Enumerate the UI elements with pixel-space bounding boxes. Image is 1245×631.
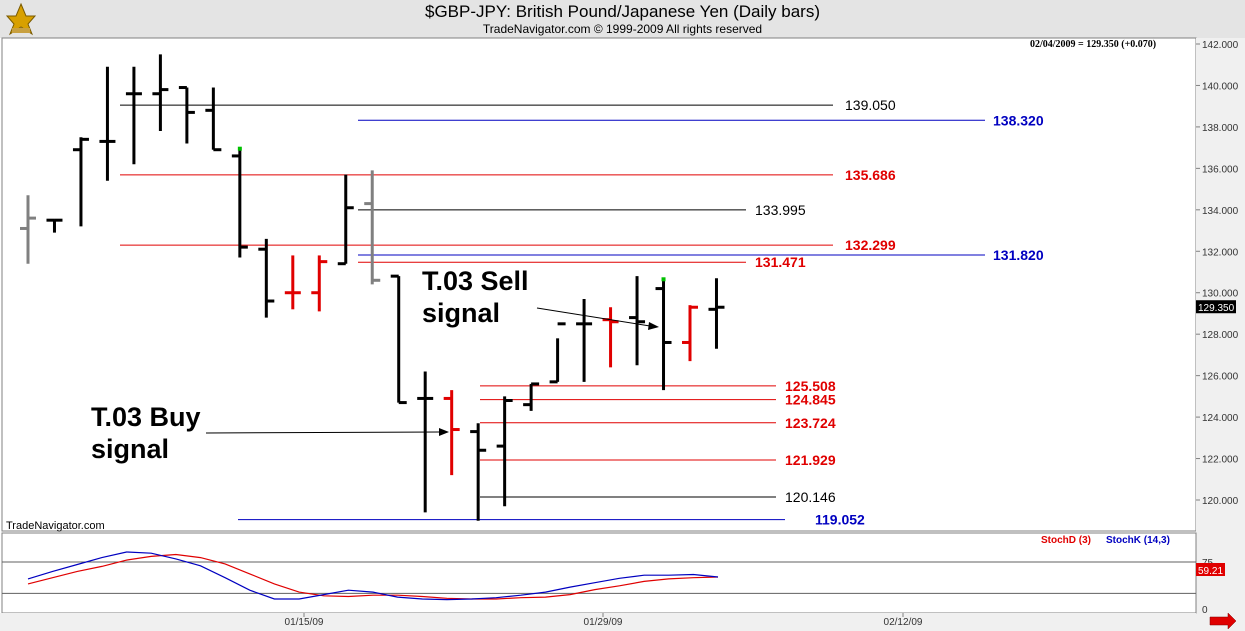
y-tick-label: 130.000 bbox=[1202, 289, 1239, 300]
buy-signal-label: T.03 Buy bbox=[91, 402, 201, 432]
stoch-panel bbox=[1, 532, 1197, 614]
y-tick-label: 128.000 bbox=[1202, 330, 1239, 341]
ohlc-bar bbox=[390, 274, 407, 405]
level-label: 138.320 bbox=[993, 112, 1044, 128]
ohlc-bar bbox=[470, 423, 487, 521]
y-tick-label: 124.000 bbox=[1202, 413, 1239, 424]
sell-arrow-head bbox=[648, 322, 659, 330]
last-price-text: 129.350 bbox=[1198, 303, 1235, 314]
ohlc-bar bbox=[231, 149, 248, 258]
y-tick-label: 132.000 bbox=[1202, 247, 1239, 258]
ohlc-bar bbox=[178, 86, 195, 144]
y-tick-label: 126.000 bbox=[1202, 372, 1239, 383]
ohlc-bar bbox=[20, 195, 36, 264]
sell-signal-label: T.03 Sell bbox=[422, 266, 529, 296]
stoch-value-badge bbox=[1196, 563, 1225, 576]
ohlc-bar bbox=[284, 255, 301, 310]
ohlc-bar bbox=[629, 276, 646, 366]
buy-signal-label: signal bbox=[91, 434, 169, 464]
ohlc-bar bbox=[682, 305, 698, 362]
title-bar: $GBP-JPY: British Pound/Japanese Yen (Da… bbox=[0, 0, 1245, 38]
level-label: 139.050 bbox=[845, 97, 896, 113]
x-tick-label: 01/29/09 bbox=[584, 617, 623, 628]
last-quote: 02/04/2009 = 129.350 (+0.070) bbox=[1030, 39, 1156, 50]
y-tick-label: 140.000 bbox=[1202, 81, 1239, 92]
x-tick-label: 01/15/09 bbox=[285, 617, 324, 628]
ohlc-bar bbox=[523, 382, 540, 411]
buy-arrow bbox=[205, 431, 441, 434]
y-tick-label: 120.000 bbox=[1202, 496, 1239, 507]
ohlc-bar bbox=[417, 371, 434, 513]
stoch-value-text: 59.21 bbox=[1198, 566, 1223, 577]
ohlc-bar bbox=[205, 87, 222, 152]
ohlc-bar bbox=[258, 238, 275, 318]
ohlc-bar bbox=[46, 218, 63, 233]
chart-title: $GBP-JPY: British Pound/Japanese Yen (Da… bbox=[425, 2, 820, 21]
y-tick-label: 122.000 bbox=[1202, 455, 1239, 466]
legend-stochd: StochD (3) bbox=[1041, 535, 1091, 546]
ohlc-bar bbox=[152, 54, 169, 132]
trade-navigator-logo bbox=[4, 2, 38, 36]
legend-stochk: StochK (14,3) bbox=[1106, 535, 1170, 546]
last-price-badge bbox=[1196, 300, 1236, 314]
level-label: 133.995 bbox=[755, 202, 806, 218]
level-label: 125.508 bbox=[785, 378, 836, 394]
stoch-series-line bbox=[27, 553, 719, 600]
scroll-right-arrow-icon[interactable] bbox=[1209, 612, 1237, 630]
ohlc-bar bbox=[496, 396, 513, 507]
stoch-y-label: 0 bbox=[1202, 605, 1208, 616]
ohlc-bar bbox=[549, 322, 566, 384]
sell-arrow bbox=[536, 307, 651, 327]
y-tick-label: 134.000 bbox=[1202, 206, 1239, 217]
ohlc-bar bbox=[443, 390, 460, 476]
level-label: 120.146 bbox=[785, 489, 836, 505]
sell-signal-label: signal bbox=[422, 298, 500, 328]
ohlc-bar bbox=[72, 137, 89, 227]
ohlc-bar bbox=[337, 174, 354, 266]
level-label: 124.845 bbox=[785, 392, 836, 408]
level-label: 132.299 bbox=[845, 237, 896, 253]
buy-arrow-head bbox=[439, 428, 449, 436]
signal-dot bbox=[661, 277, 666, 282]
level-label: 135.686 bbox=[845, 167, 896, 183]
ohlc-bar bbox=[364, 170, 381, 285]
x-tick-label: 02/12/09 bbox=[884, 617, 923, 628]
ohlc-bar bbox=[655, 280, 672, 391]
ohlc-bar bbox=[311, 255, 328, 312]
level-label: 121.929 bbox=[785, 452, 836, 468]
ohlc-bar bbox=[576, 298, 593, 382]
ohlc-bar bbox=[99, 66, 116, 181]
level-label: 131.820 bbox=[993, 247, 1044, 263]
y-tick-label: 138.000 bbox=[1202, 123, 1239, 134]
ohlc-bar bbox=[125, 66, 142, 165]
copyright-text: TradeNavigator.com © 1999-2009 All right… bbox=[482, 22, 763, 36]
y-tick-label: 142.000 bbox=[1202, 40, 1239, 51]
level-label: 119.052 bbox=[815, 512, 865, 528]
x-axis-panel bbox=[0, 613, 1196, 631]
level-label: 123.724 bbox=[785, 415, 836, 431]
level-label: 131.471 bbox=[755, 254, 806, 270]
signal-dot bbox=[237, 146, 242, 151]
watermark: TradeNavigator.com bbox=[6, 520, 105, 532]
y-tick-label: 136.000 bbox=[1202, 164, 1239, 175]
y-axis-panel bbox=[1196, 38, 1245, 631]
stoch-series-line bbox=[27, 551, 719, 601]
ohlc-bar bbox=[708, 278, 725, 349]
